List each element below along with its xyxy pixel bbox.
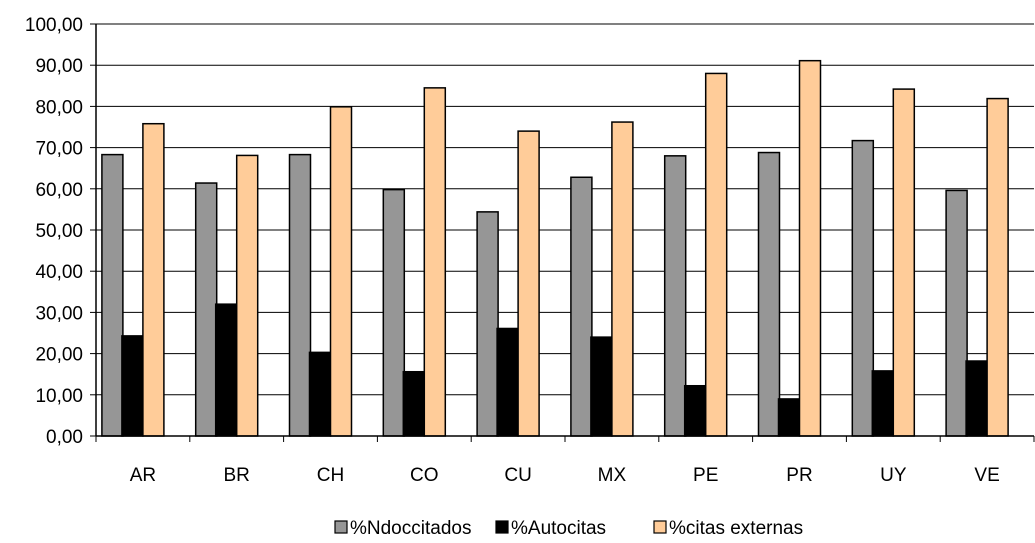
legend-swatch bbox=[334, 520, 348, 534]
legend-label: %Autocitas bbox=[511, 518, 606, 539]
bar-AR-3 bbox=[142, 122, 165, 437]
bar-MX-3 bbox=[611, 121, 634, 437]
x-tick-label: UY bbox=[880, 465, 907, 486]
x-tick-label: CU bbox=[504, 465, 531, 486]
y-tick-label: 0,00 bbox=[46, 427, 83, 448]
y-tick-label: 60,00 bbox=[35, 180, 83, 201]
bar-CU-1 bbox=[476, 211, 499, 437]
bar-AR-1 bbox=[101, 153, 124, 437]
bar-CH-2 bbox=[308, 351, 332, 437]
bar-VE-2 bbox=[965, 360, 988, 437]
y-tick-label: 40,00 bbox=[35, 262, 83, 283]
bar-CO-2 bbox=[402, 370, 426, 437]
legend: %Ndoccitados %Autocitas %citas externas bbox=[334, 518, 803, 539]
x-tick-label: BR bbox=[223, 465, 249, 486]
y-tick-label: 50,00 bbox=[35, 221, 83, 242]
legend-item-1: %Ndoccitados bbox=[334, 518, 471, 539]
legend-item-3: %citas externas bbox=[653, 518, 803, 539]
legend-swatch bbox=[495, 520, 509, 534]
bar-CU-2 bbox=[496, 327, 519, 437]
y-tick-label: 10,00 bbox=[35, 386, 83, 407]
x-tick-label: MX bbox=[598, 465, 627, 486]
bar-AR-2 bbox=[121, 335, 144, 437]
y-tick-label: 80,00 bbox=[35, 97, 83, 118]
bar-PR-1 bbox=[757, 151, 781, 437]
y-tick-label: 20,00 bbox=[35, 345, 83, 366]
y-tick-label: 90,00 bbox=[35, 56, 83, 77]
bar-PE-2 bbox=[683, 384, 707, 437]
series-1 bbox=[101, 139, 968, 437]
bar-MX-2 bbox=[590, 336, 613, 437]
bar-UY-2 bbox=[871, 370, 895, 437]
bar-VE-1 bbox=[945, 189, 968, 437]
bar-BR-3 bbox=[235, 154, 259, 437]
series-3 bbox=[142, 59, 1009, 437]
bar-MX-1 bbox=[570, 176, 593, 437]
legend-label: %Ndoccitados bbox=[350, 518, 471, 539]
bar-PE-3 bbox=[704, 72, 728, 437]
bar-UY-1 bbox=[851, 139, 875, 437]
bar-PR-3 bbox=[798, 59, 822, 437]
x-tick-label: PE bbox=[693, 465, 718, 486]
y-tick-label: 30,00 bbox=[35, 303, 83, 324]
bars bbox=[101, 59, 1009, 437]
legend-item-2: %Autocitas bbox=[495, 518, 606, 539]
bar-PE-1 bbox=[663, 155, 687, 437]
bar-CO-3 bbox=[423, 87, 447, 437]
y-tick-labels: 0,00 10,00 20,00 30,00 40,00 50,00 60,00 70,00 8… bbox=[25, 15, 96, 448]
bar-BR-1 bbox=[194, 182, 218, 437]
bar-CH-1 bbox=[288, 153, 312, 437]
x-tick-label: PR bbox=[786, 465, 812, 486]
bar-PR-2 bbox=[777, 398, 801, 437]
y-tick-label: 70,00 bbox=[35, 139, 83, 160]
bar-CH-3 bbox=[329, 106, 353, 437]
bar-CU-3 bbox=[517, 130, 540, 437]
bar-VE-3 bbox=[986, 97, 1009, 437]
bar-BR-2 bbox=[214, 303, 238, 437]
x-tick-label: AR bbox=[130, 465, 156, 486]
legend-swatch bbox=[653, 520, 667, 534]
bar-UY-3 bbox=[892, 88, 916, 437]
legend-label: %citas externas bbox=[669, 518, 803, 539]
x-tick-label: CH bbox=[317, 465, 344, 486]
x-tick-labels: AR BR CH CO CU MX PE PR UY VE bbox=[95, 436, 1035, 486]
x-tick-label: VE bbox=[974, 465, 999, 486]
x-tick-label: CO bbox=[410, 465, 439, 486]
bar-CO-1 bbox=[382, 188, 406, 437]
y-tick-label: 100,00 bbox=[25, 15, 83, 36]
